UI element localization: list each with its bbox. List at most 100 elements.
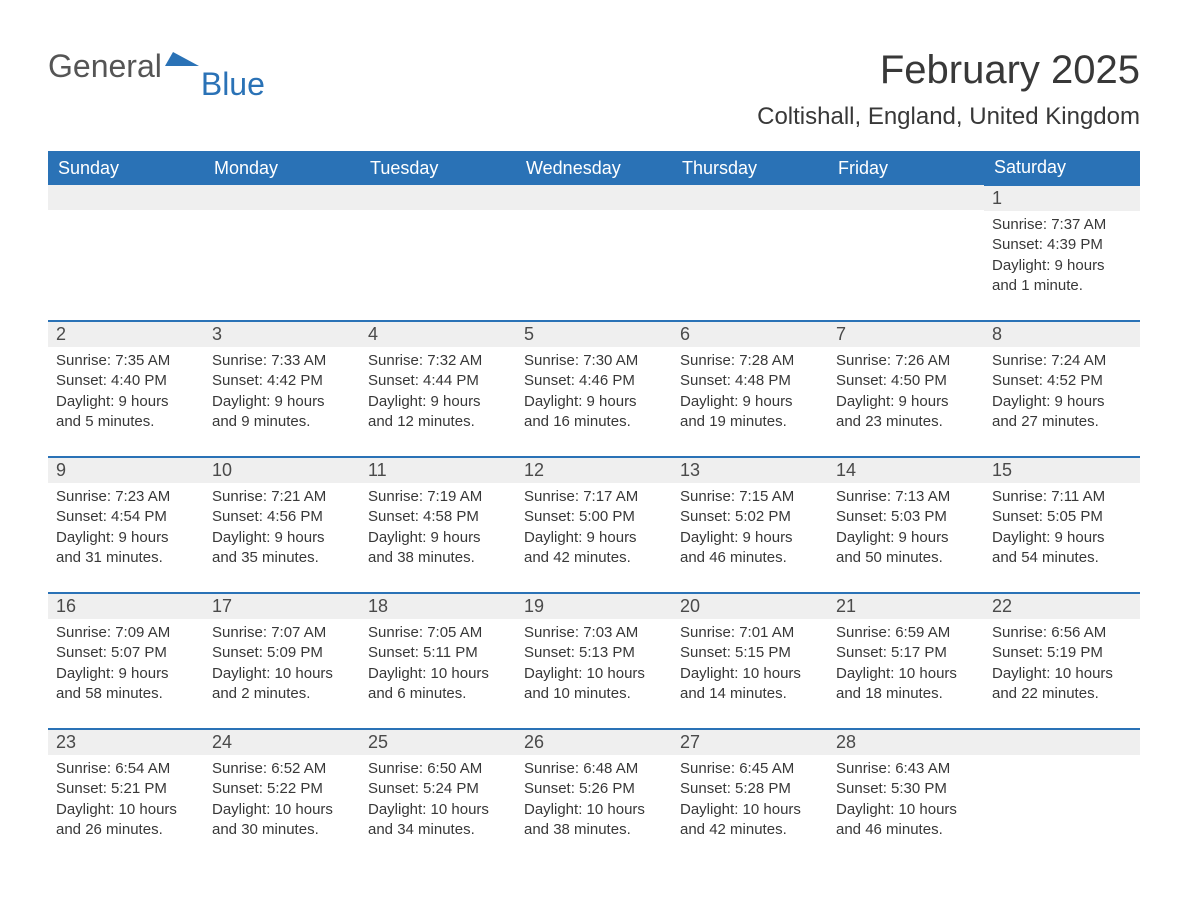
day-number-bar xyxy=(984,730,1140,755)
day-header: Wednesday xyxy=(516,151,672,185)
calendar-day: 6 Sunrise: 7:28 AMSunset: 4:48 PMDaylight… xyxy=(672,321,828,457)
day-number: 12 xyxy=(516,458,672,483)
day-detail: Sunrise: 7:17 AMSunset: 5:00 PMDaylight:… xyxy=(524,487,664,568)
day-number: 19 xyxy=(516,594,672,619)
calendar-day-empty xyxy=(984,729,1140,864)
day-detail: Sunrise: 7:15 AMSunset: 5:02 PMDaylight:… xyxy=(680,487,820,568)
calendar-day: 25 Sunrise: 6:50 AMSunset: 5:24 PMDayligh… xyxy=(360,729,516,864)
day-detail: Sunrise: 7:26 AMSunset: 4:50 PMDaylight:… xyxy=(836,351,976,432)
calendar-day-empty xyxy=(672,185,828,321)
day-number: 5 xyxy=(516,322,672,347)
day-number: 6 xyxy=(672,322,828,347)
day-detail: Sunrise: 6:52 AMSunset: 5:22 PMDaylight:… xyxy=(212,759,352,840)
calendar-day: 17 Sunrise: 7:07 AMSunset: 5:09 PMDayligh… xyxy=(204,593,360,729)
day-header: Saturday xyxy=(984,151,1140,185)
day-header: Thursday xyxy=(672,151,828,185)
day-number: 25 xyxy=(360,730,516,755)
calendar-day: 22 Sunrise: 6:56 AMSunset: 5:19 PMDayligh… xyxy=(984,593,1140,729)
calendar-day: 13Sunrise: 7:15 AMSunset: 5:02 PMDayligh… xyxy=(672,457,828,593)
calendar-day: 18 Sunrise: 7:05 AMSunset: 5:11 PMDayligh… xyxy=(360,593,516,729)
day-number: 22 xyxy=(984,594,1140,619)
day-number-bar xyxy=(204,185,360,210)
location-text: Coltishall, England, United Kingdom xyxy=(757,103,1140,131)
calendar-day: 11 Sunrise: 7:19 AMSunset: 4:58 PMDayligh… xyxy=(360,457,516,593)
calendar-week: 1Sunrise: 7:37 AMSunset: 4:39 PMDaylight… xyxy=(48,185,1140,321)
calendar-day: 2 Sunrise: 7:35 AMSunset: 4:40 PMDaylight… xyxy=(48,321,204,457)
calendar-day: 27Sunrise: 6:45 AMSunset: 5:28 PMDayligh… xyxy=(672,729,828,864)
calendar-day: 24 Sunrise: 6:52 AMSunset: 5:22 PMDayligh… xyxy=(204,729,360,864)
day-number: 11 xyxy=(360,458,516,483)
calendar-day: 8 Sunrise: 7:24 AMSunset: 4:52 PMDaylight… xyxy=(984,321,1140,457)
day-detail: Sunrise: 7:19 AMSunset: 4:58 PMDaylight:… xyxy=(368,487,508,568)
day-number-bar xyxy=(360,185,516,210)
calendar-day: 3 Sunrise: 7:33 AMSunset: 4:42 PMDaylight… xyxy=(204,321,360,457)
day-detail: Sunrise: 7:21 AMSunset: 4:56 PMDaylight:… xyxy=(212,487,352,568)
day-number: 27 xyxy=(672,730,828,755)
day-number-bar xyxy=(828,185,984,210)
calendar-table: SundayMondayTuesdayWednesdayThursdayFrid… xyxy=(48,151,1140,864)
day-detail: Sunrise: 6:54 AMSunset: 5:21 PMDaylight:… xyxy=(56,759,196,840)
logo-flag-icon xyxy=(165,48,199,77)
calendar-day: 19 Sunrise: 7:03 AMSunset: 5:13 PMDayligh… xyxy=(516,593,672,729)
day-header: Tuesday xyxy=(360,151,516,185)
day-detail: Sunrise: 6:50 AMSunset: 5:24 PMDaylight:… xyxy=(368,759,508,840)
header-row: General Blue February 2025 Coltishall, E… xyxy=(48,48,1140,131)
day-number: 28 xyxy=(828,730,984,755)
day-number-bar xyxy=(48,185,204,210)
day-number: 4 xyxy=(360,322,516,347)
day-number: 17 xyxy=(204,594,360,619)
day-detail: Sunrise: 7:24 AMSunset: 4:52 PMDaylight:… xyxy=(992,351,1132,432)
calendar-week: 9Sunrise: 7:23 AMSunset: 4:54 PMDaylight… xyxy=(48,457,1140,593)
day-number-bar xyxy=(672,185,828,210)
day-header: Monday xyxy=(204,151,360,185)
logo: General Blue xyxy=(48,48,265,85)
logo-text-general: General xyxy=(48,48,162,85)
calendar-day: 10 Sunrise: 7:21 AMSunset: 4:56 PMDayligh… xyxy=(204,457,360,593)
day-detail: Sunrise: 7:28 AMSunset: 4:48 PMDaylight:… xyxy=(680,351,820,432)
day-detail: Sunrise: 7:03 AMSunset: 5:13 PMDaylight:… xyxy=(524,623,664,704)
day-detail: Sunrise: 7:05 AMSunset: 5:11 PMDaylight:… xyxy=(368,623,508,704)
day-header: Sunday xyxy=(48,151,204,185)
day-number: 8 xyxy=(984,322,1140,347)
day-number: 14 xyxy=(828,458,984,483)
day-number: 15 xyxy=(984,458,1140,483)
calendar-day: 20Sunrise: 7:01 AMSunset: 5:15 PMDayligh… xyxy=(672,593,828,729)
calendar-day: 28 Sunrise: 6:43 AMSunset: 5:30 PMDayligh… xyxy=(828,729,984,864)
day-header: Friday xyxy=(828,151,984,185)
day-detail: Sunrise: 7:07 AMSunset: 5:09 PMDaylight:… xyxy=(212,623,352,704)
day-number: 2 xyxy=(48,322,204,347)
day-number: 24 xyxy=(204,730,360,755)
calendar-day: 7 Sunrise: 7:26 AMSunset: 4:50 PMDaylight… xyxy=(828,321,984,457)
calendar-day: 23 Sunrise: 6:54 AMSunset: 5:21 PMDayligh… xyxy=(48,729,204,864)
day-detail: Sunrise: 7:30 AMSunset: 4:46 PMDaylight:… xyxy=(524,351,664,432)
day-detail: Sunrise: 6:56 AMSunset: 5:19 PMDaylight:… xyxy=(992,623,1132,704)
calendar-day: 21Sunrise: 6:59 AMSunset: 5:17 PMDayligh… xyxy=(828,593,984,729)
day-number: 18 xyxy=(360,594,516,619)
calendar-header: SundayMondayTuesdayWednesdayThursdayFrid… xyxy=(48,151,1140,185)
day-detail: Sunrise: 6:48 AMSunset: 5:26 PMDaylight:… xyxy=(524,759,664,840)
day-detail: Sunrise: 7:33 AMSunset: 4:42 PMDaylight:… xyxy=(212,351,352,432)
day-detail: Sunrise: 7:35 AMSunset: 4:40 PMDaylight:… xyxy=(56,351,196,432)
day-detail: Sunrise: 7:01 AMSunset: 5:15 PMDaylight:… xyxy=(680,623,820,704)
day-number: 23 xyxy=(48,730,204,755)
calendar-day-empty xyxy=(204,185,360,321)
day-number: 10 xyxy=(204,458,360,483)
calendar-day-empty xyxy=(516,185,672,321)
calendar-day: 9Sunrise: 7:23 AMSunset: 4:54 PMDaylight… xyxy=(48,457,204,593)
day-number: 7 xyxy=(828,322,984,347)
day-detail: Sunrise: 7:32 AMSunset: 4:44 PMDaylight:… xyxy=(368,351,508,432)
day-number: 3 xyxy=(204,322,360,347)
day-detail: Sunrise: 7:11 AMSunset: 5:05 PMDaylight:… xyxy=(992,487,1132,568)
calendar-day: 26Sunrise: 6:48 AMSunset: 5:26 PMDayligh… xyxy=(516,729,672,864)
calendar-week: 16Sunrise: 7:09 AMSunset: 5:07 PMDayligh… xyxy=(48,593,1140,729)
day-number-bar xyxy=(516,185,672,210)
calendar-day: 1Sunrise: 7:37 AMSunset: 4:39 PMDaylight… xyxy=(984,185,1140,321)
calendar-day: 12 Sunrise: 7:17 AMSunset: 5:00 PMDayligh… xyxy=(516,457,672,593)
title-block: February 2025 Coltishall, England, Unite… xyxy=(757,48,1140,131)
day-detail: Sunrise: 6:43 AMSunset: 5:30 PMDaylight:… xyxy=(836,759,976,840)
calendar-day: 16Sunrise: 7:09 AMSunset: 5:07 PMDayligh… xyxy=(48,593,204,729)
month-title: February 2025 xyxy=(757,48,1140,93)
calendar-day-empty xyxy=(360,185,516,321)
day-number: 9 xyxy=(48,458,204,483)
day-detail: Sunrise: 7:13 AMSunset: 5:03 PMDaylight:… xyxy=(836,487,976,568)
